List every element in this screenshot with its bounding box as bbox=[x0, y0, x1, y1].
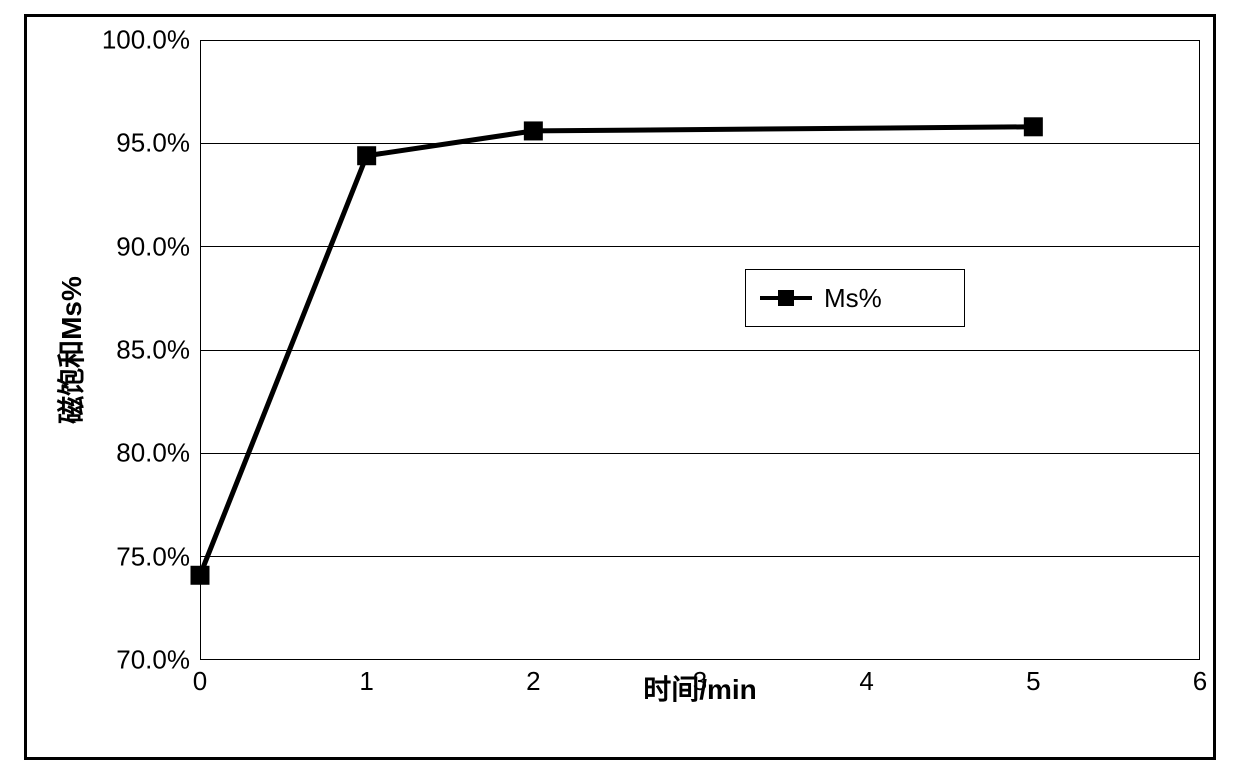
x-tick-label: 6 bbox=[1193, 666, 1207, 697]
y-tick-label: 85.0% bbox=[116, 335, 190, 366]
x-tick-label: 1 bbox=[359, 666, 373, 697]
legend-label: Ms% bbox=[824, 283, 882, 314]
square-marker-icon bbox=[778, 290, 794, 306]
square-marker-icon bbox=[524, 122, 542, 140]
x-tick-label: 4 bbox=[859, 666, 873, 697]
y-axis-title: 磁饱和Ms% bbox=[50, 276, 90, 424]
gridline-h bbox=[200, 350, 1200, 351]
gridline-h bbox=[200, 143, 1200, 144]
square-marker-icon bbox=[191, 566, 209, 584]
square-marker-icon bbox=[1024, 118, 1042, 136]
x-tick-label: 0 bbox=[193, 666, 207, 697]
y-tick-label: 100.0% bbox=[102, 25, 190, 56]
x-tick-label: 2 bbox=[526, 666, 540, 697]
series-line bbox=[200, 127, 1033, 575]
gridline-h bbox=[200, 453, 1200, 454]
gridline-h bbox=[200, 556, 1200, 557]
y-tick-label: 70.0% bbox=[116, 645, 190, 676]
y-tick-label: 80.0% bbox=[116, 438, 190, 469]
y-tick-label: 75.0% bbox=[116, 541, 190, 572]
square-marker-icon bbox=[358, 147, 376, 165]
legend: Ms% bbox=[745, 269, 965, 327]
gridline-h bbox=[200, 246, 1200, 247]
x-tick-label: 5 bbox=[1026, 666, 1040, 697]
legend-sample-line bbox=[760, 296, 812, 300]
figure: 磁饱和Ms% 时间/min Ms% 70.0%75.0%80.0%85.0%90… bbox=[0, 0, 1240, 774]
y-tick-label: 95.0% bbox=[116, 128, 190, 159]
x-tick-label: 3 bbox=[693, 666, 707, 697]
y-tick-label: 90.0% bbox=[116, 231, 190, 262]
